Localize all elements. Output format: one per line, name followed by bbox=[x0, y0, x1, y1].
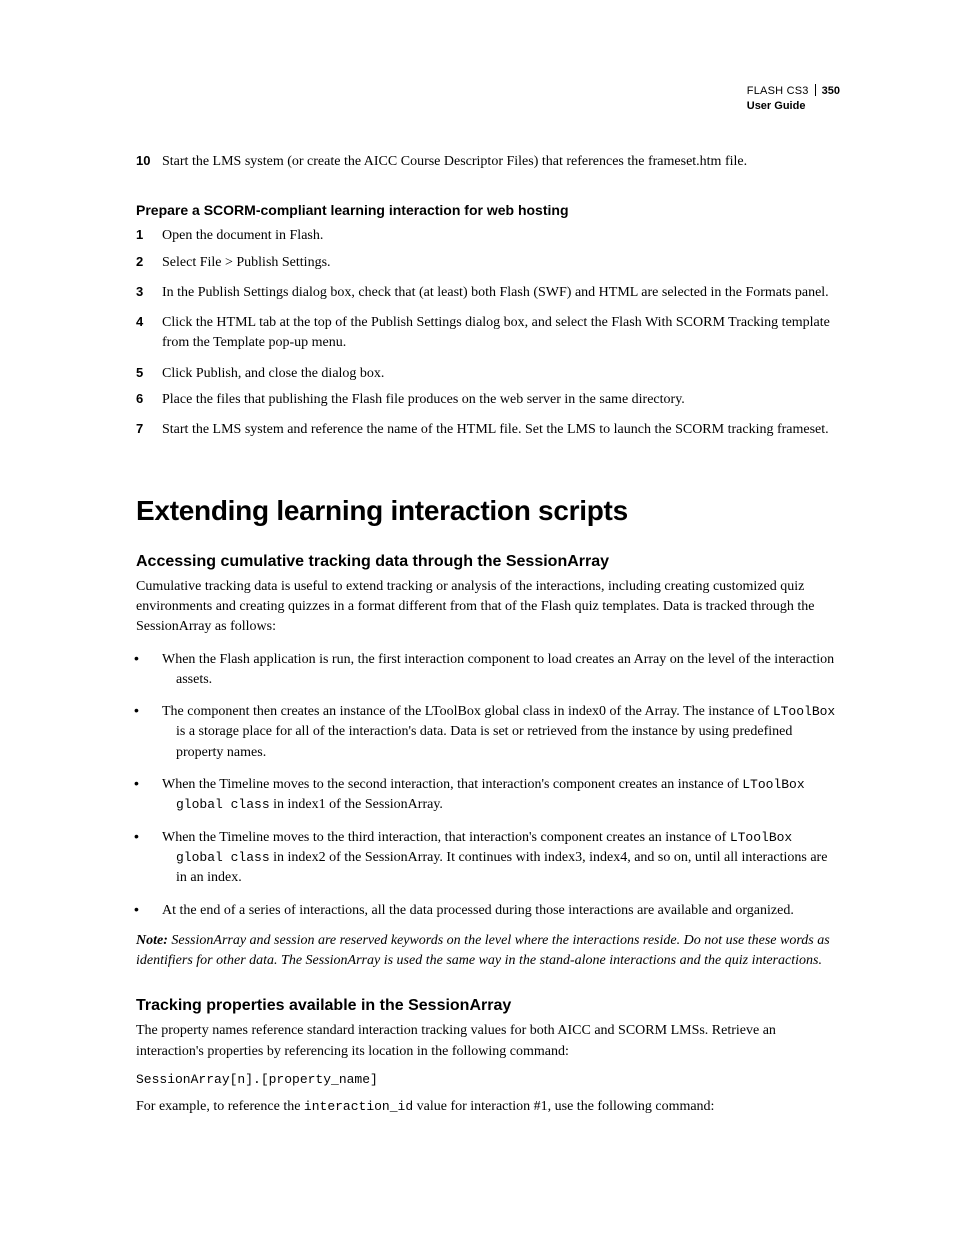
step-text: Place the files that publishing the Flas… bbox=[162, 390, 840, 410]
bullet-item: When the Timeline moves to the third int… bbox=[150, 826, 840, 889]
paragraph-text: For example, to reference the bbox=[136, 1099, 304, 1114]
bullet-item: When the Timeline moves to the second in… bbox=[150, 773, 840, 816]
step-number: 3 bbox=[136, 283, 154, 303]
inline-code: LToolBox bbox=[773, 704, 835, 719]
bullet-item: The component then creates an instance o… bbox=[150, 700, 840, 763]
step-text: Start the LMS system (or create the AICC… bbox=[162, 152, 840, 172]
step-text: Open the document in Flash. bbox=[162, 226, 840, 246]
step-number: 1 bbox=[136, 226, 154, 246]
note-paragraph: Note: SessionArray and session are reser… bbox=[136, 931, 840, 972]
header-separator bbox=[815, 84, 816, 96]
bullet-text: When the Timeline moves to the second in… bbox=[162, 777, 742, 792]
bullet-text: is a storage place for all of the intera… bbox=[176, 724, 792, 759]
numbered-step: 4 Click the HTML tab at the top of the P… bbox=[136, 313, 840, 354]
section-title: Extending learning interaction scripts bbox=[136, 495, 840, 527]
running-header: FLASH CS3 350 User Guide bbox=[747, 82, 840, 114]
paragraph: The property names reference standard in… bbox=[136, 1021, 840, 1062]
page-number: 350 bbox=[822, 85, 840, 99]
numbered-step: 6 Place the files that publishing the Fl… bbox=[136, 390, 840, 410]
step-number: 6 bbox=[136, 390, 154, 410]
step-number: 4 bbox=[136, 313, 154, 354]
step-text: Select File > Publish Settings. bbox=[162, 253, 840, 273]
step-number: 10 bbox=[136, 152, 154, 172]
numbered-step: 5 Click Publish, and close the dialog bo… bbox=[136, 364, 840, 384]
bullet-item: When the Flash application is run, the f… bbox=[150, 648, 840, 691]
code-block: SessionArray[n].[property_name] bbox=[136, 1072, 840, 1087]
header-subtitle: User Guide bbox=[747, 100, 840, 114]
product-name: FLASH CS3 bbox=[747, 85, 809, 99]
page: FLASH CS3 350 User Guide 10 Start the LM… bbox=[0, 0, 954, 1247]
bullet-text: When the Timeline moves to the third int… bbox=[162, 830, 730, 845]
paragraph: Cumulative tracking data is useful to ex… bbox=[136, 577, 840, 638]
inline-code: interaction_id bbox=[304, 1099, 413, 1114]
step-number: 5 bbox=[136, 364, 154, 384]
paragraph-text: value for interaction #1, use the follow… bbox=[413, 1099, 714, 1114]
page-content: 10 Start the LMS system (or create the A… bbox=[136, 82, 840, 1117]
topic-heading-tracking: Tracking properties available in the Ses… bbox=[136, 997, 840, 1015]
step-text: Click Publish, and close the dialog box. bbox=[162, 364, 840, 384]
paragraph: For example, to reference the interactio… bbox=[136, 1097, 840, 1117]
numbered-step: 10 Start the LMS system (or create the A… bbox=[136, 152, 840, 172]
bullet-item: At the end of a series of interactions, … bbox=[150, 899, 840, 921]
bullet-text: The component then creates an instance o… bbox=[162, 704, 773, 719]
bullet-text: in index1 of the SessionArray. bbox=[270, 797, 443, 812]
numbered-step: 1 Open the document in Flash. bbox=[136, 226, 840, 246]
step-text: Click the HTML tab at the top of the Pub… bbox=[162, 313, 840, 354]
numbered-step: 7 Start the LMS system and reference the… bbox=[136, 420, 840, 440]
step-number: 2 bbox=[136, 253, 154, 273]
numbered-step: 2 Select File > Publish Settings. bbox=[136, 253, 840, 273]
note-label: Note: bbox=[136, 933, 168, 948]
bullet-text: in index2 of the SessionArray. It contin… bbox=[176, 850, 827, 885]
numbered-step: 3 In the Publish Settings dialog box, ch… bbox=[136, 283, 840, 303]
bullet-list: When the Flash application is run, the f… bbox=[136, 648, 840, 921]
step-text: In the Publish Settings dialog box, chec… bbox=[162, 283, 840, 303]
step-text: Start the LMS system and reference the n… bbox=[162, 420, 840, 440]
topic-heading-sessionarray: Accessing cumulative tracking data throu… bbox=[136, 553, 840, 571]
subheading-scorm: Prepare a SCORM-compliant learning inter… bbox=[136, 202, 840, 218]
note-body: SessionArray and session are reserved ke… bbox=[136, 933, 830, 968]
step-number: 7 bbox=[136, 420, 154, 440]
